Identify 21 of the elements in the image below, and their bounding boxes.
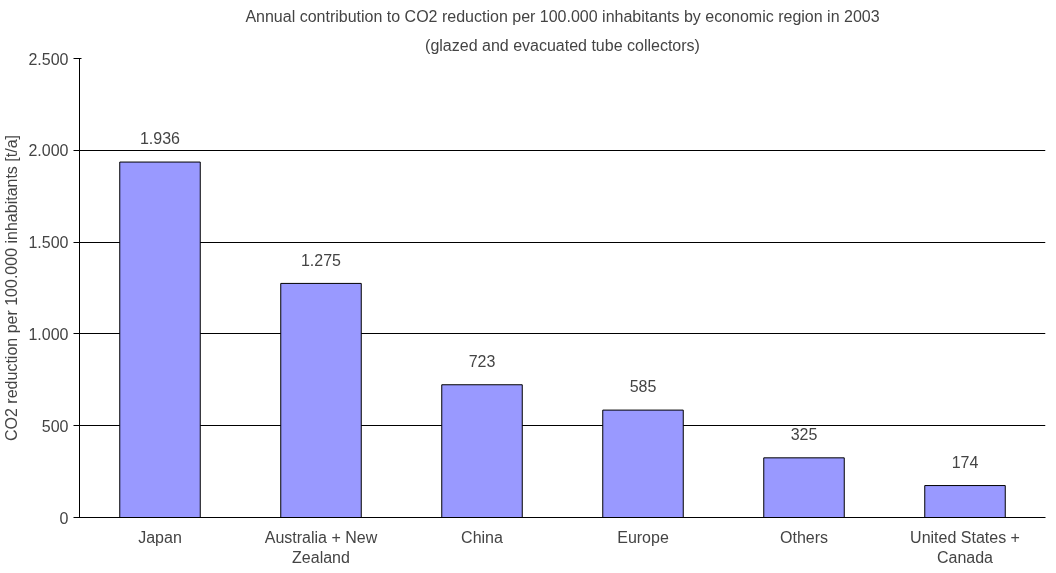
y-tick-label: 0: [59, 509, 69, 527]
y-tick-label: 1.500: [28, 234, 69, 252]
data-label: 174: [951, 453, 979, 471]
data-label: 1.936: [139, 130, 181, 148]
y-tick-label: 2.000: [28, 142, 69, 160]
chart-title: Annual contribution to CO2 reduction per 100.000 inhabitants by economic region in 2003: [245, 7, 880, 25]
data-label: 585: [629, 378, 657, 396]
x-tick-label: Europe: [617, 528, 669, 546]
data-label: 723: [468, 352, 496, 370]
x-tick-label: Australia + New Zealand: [264, 528, 378, 566]
data-label: 325: [790, 426, 818, 444]
x-tick-label: Japan: [138, 528, 182, 546]
y-tick-label: 500: [41, 417, 69, 435]
x-tick-label: Others: [779, 528, 829, 546]
data-label: 1.275: [300, 251, 342, 269]
y-tick-label: 1.000: [28, 325, 69, 343]
y-axis-title: CO2 reduction per 100.000 inhabitants [t/a]: [3, 135, 21, 441]
x-tick-label: China: [461, 528, 503, 546]
chart-subtitle: (glazed and evacuated tube collectors): [425, 36, 700, 54]
x-tick-label: United States + Canada: [910, 528, 1020, 566]
y-tick-label: 2.500: [28, 50, 69, 68]
